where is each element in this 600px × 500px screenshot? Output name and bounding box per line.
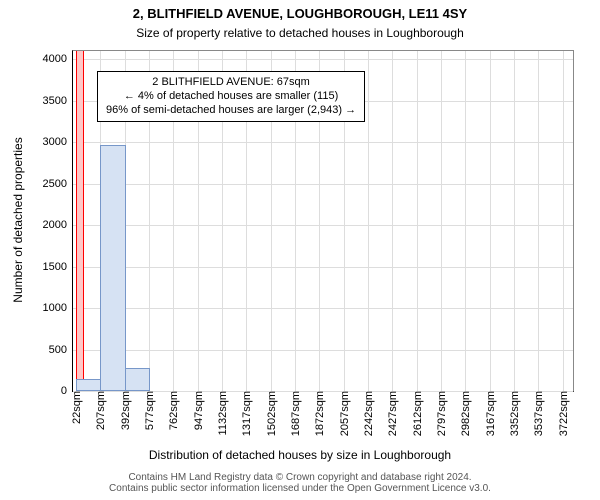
- y-tick-label: 500: [49, 344, 73, 356]
- x-tick-label: 1872sqm: [312, 391, 326, 436]
- x-tick-label: 3537sqm: [531, 391, 545, 436]
- x-tick-label: 3722sqm: [556, 391, 570, 436]
- annotation-line-3: 96% of semi-detached houses are larger (…: [106, 104, 356, 118]
- x-tick-label: 1132sqm: [215, 391, 229, 435]
- y-tick-label: 2500: [43, 178, 73, 190]
- gridline-v: [538, 51, 539, 391]
- histogram-bar: [125, 368, 150, 391]
- gridline-v: [392, 51, 393, 391]
- gridline-v: [441, 51, 442, 391]
- gridline-v: [563, 51, 564, 391]
- plot-area: 0500100015002000250030003500400022sqm207…: [72, 50, 574, 392]
- y-tick-label: 1500: [43, 261, 73, 273]
- chart-title: 2, BLITHFIELD AVENUE, LOUGHBOROUGH, LE11…: [0, 6, 600, 21]
- x-tick-label: 3167sqm: [483, 391, 497, 436]
- histogram-bar: [100, 145, 125, 391]
- x-tick-label: 2982sqm: [458, 391, 472, 436]
- y-tick-label: 2000: [43, 219, 73, 231]
- x-tick-label: 2427sqm: [385, 391, 399, 436]
- figure: 2, BLITHFIELD AVENUE, LOUGHBOROUGH, LE11…: [0, 0, 600, 500]
- x-tick-label: 947sqm: [191, 391, 205, 430]
- histogram-bar: [76, 379, 101, 391]
- x-tick-label: 2612sqm: [410, 391, 424, 436]
- x-tick-label: 207sqm: [93, 391, 107, 430]
- annotation-box: 2 BLITHFIELD AVENUE: 67sqm ← 4% of detac…: [97, 71, 365, 122]
- x-tick-label: 22sqm: [69, 391, 83, 424]
- footer-line-1: Contains HM Land Registry data © Crown c…: [0, 472, 600, 483]
- x-axis-label: Distribution of detached houses by size …: [0, 448, 600, 462]
- footer-line-2: Contains public sector information licen…: [0, 483, 600, 494]
- chart-subtitle: Size of property relative to detached ho…: [0, 26, 600, 40]
- gridline-v: [465, 51, 466, 391]
- footer: Contains HM Land Registry data © Crown c…: [0, 472, 600, 494]
- x-tick-label: 1502sqm: [264, 391, 278, 436]
- y-tick-label: 3000: [43, 136, 73, 148]
- gridline-v: [368, 51, 369, 391]
- x-tick-label: 2242sqm: [361, 391, 375, 436]
- gridline-v: [490, 51, 491, 391]
- y-tick-label: 4000: [43, 53, 73, 65]
- x-tick-label: 1687sqm: [288, 391, 302, 436]
- x-tick-label: 2057sqm: [337, 391, 351, 436]
- x-tick-label: 1317sqm: [239, 391, 253, 436]
- y-axis-label: Number of detached properties: [11, 50, 25, 390]
- x-tick-label: 3352sqm: [507, 391, 521, 436]
- annotation-line-1: 2 BLITHFIELD AVENUE: 67sqm: [106, 76, 356, 90]
- y-tick-label: 1000: [43, 302, 73, 314]
- annotation-line-2: ← 4% of detached houses are smaller (115…: [106, 90, 356, 104]
- gridline-v: [514, 51, 515, 391]
- x-tick-label: 2797sqm: [434, 391, 448, 436]
- x-tick-label: 577sqm: [142, 391, 156, 430]
- highlight-band: [76, 51, 84, 391]
- x-tick-label: 762sqm: [166, 391, 180, 430]
- y-tick-label: 3500: [43, 95, 73, 107]
- gridline-v: [417, 51, 418, 391]
- x-tick-label: 392sqm: [118, 391, 132, 430]
